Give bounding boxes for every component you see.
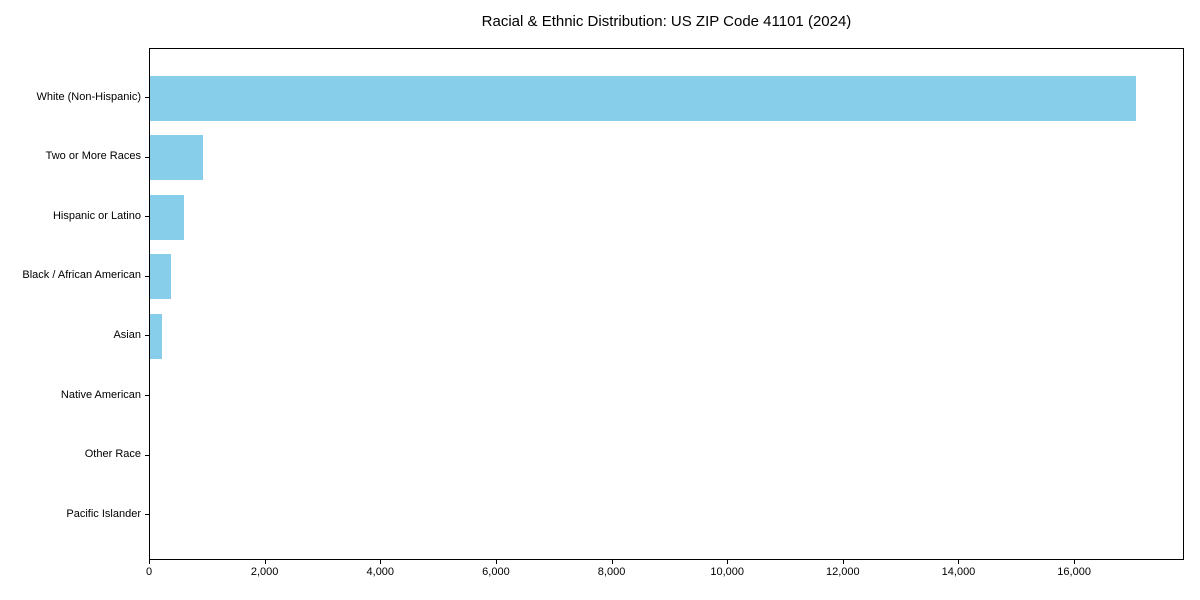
y-tick-label: Black / African American	[22, 269, 141, 282]
x-tick-label: 10,000	[710, 566, 745, 578]
y-tick-mark	[145, 514, 149, 516]
x-tick-label: 4,000	[366, 566, 395, 578]
y-tick-label: Hispanic or Latino	[52, 209, 141, 222]
bar-hispanic-or-latino	[150, 194, 185, 240]
bar-black-african-american	[150, 254, 171, 300]
x-tick-label: 16,000	[1057, 566, 1091, 578]
x-tick-mark	[380, 560, 382, 564]
x-tick-mark	[727, 560, 729, 564]
x-tick-mark	[264, 560, 266, 564]
x-tick-label: 14,000	[941, 566, 976, 578]
y-tick-mark	[145, 216, 149, 218]
y-tick-mark	[145, 97, 149, 98]
x-tick-mark	[842, 560, 844, 564]
y-tick-label: Other Race	[84, 448, 141, 461]
x-tick-mark	[958, 560, 960, 564]
x-tick-mark	[495, 560, 497, 564]
x-tick-mark	[611, 560, 613, 564]
y-tick-mark	[145, 156, 149, 158]
y-tick-mark	[145, 275, 149, 277]
x-tick-label: 0	[145, 566, 153, 578]
chart-title: Racial & Ethnic Distribution: US ZIP Cod…	[481, 13, 852, 30]
bar-white-non-hispanic	[150, 75, 1136, 121]
plot-area	[149, 48, 1184, 560]
y-tick-mark	[145, 335, 149, 337]
y-tick-label: White (Non-Hispanic)	[36, 90, 141, 103]
bar-two-or-more-races	[150, 135, 204, 181]
bar-asian	[150, 313, 162, 359]
y-tick-mark	[145, 395, 149, 396]
y-tick-label: Two or More Races	[45, 150, 141, 163]
x-tick-label: 8,000	[597, 566, 626, 578]
x-tick-label: 6,000	[482, 566, 510, 578]
x-tick-label: 12,000	[826, 566, 860, 578]
y-tick-label: Native American	[60, 388, 141, 401]
x-tick-mark	[149, 560, 150, 564]
y-tick-label: Asian	[113, 328, 141, 341]
x-tick-label: 2,000	[250, 566, 279, 578]
x-tick-mark	[1074, 560, 1076, 564]
y-tick-mark	[145, 454, 149, 456]
y-tick-label: Pacific Islander	[66, 507, 141, 520]
